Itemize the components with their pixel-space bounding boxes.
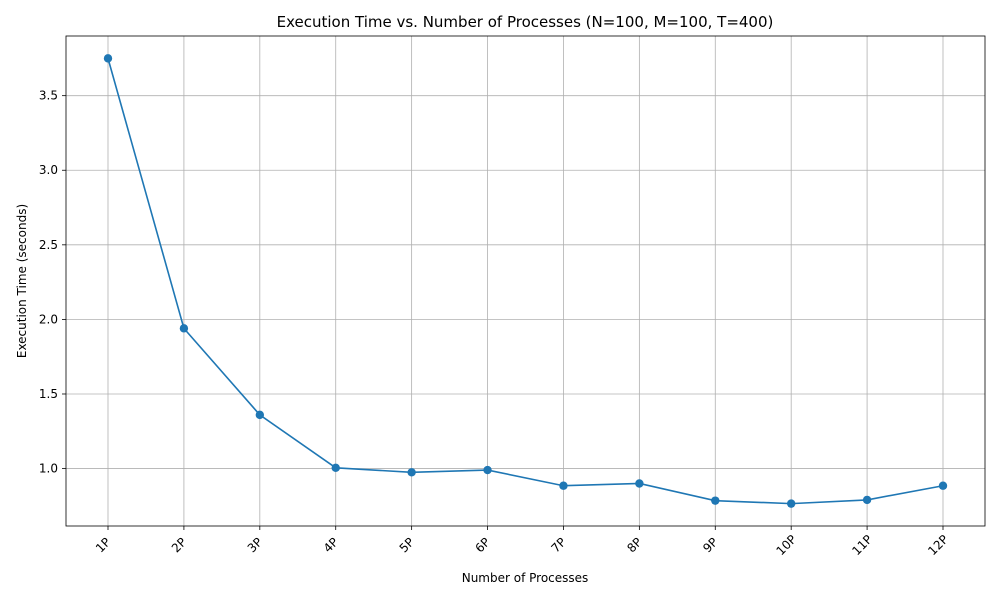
y-tick-label: 1.5 xyxy=(39,387,58,401)
x-axis-label: Number of Processes xyxy=(462,571,589,585)
y-axis-label: Execution Time (seconds) xyxy=(15,204,29,358)
x-tick-label: 6P xyxy=(473,535,493,555)
x-tick-label: 2P xyxy=(169,535,189,555)
x-ticks: 1P 2P 3P 4P 5P 6P 7P 8P 9P 10P 11P 12P xyxy=(93,526,951,558)
x-tick-label: 8P xyxy=(624,535,644,555)
x-tick-label: 1P xyxy=(93,535,113,555)
plot-area-frame xyxy=(65,35,986,527)
data-point-12P xyxy=(938,481,948,490)
x-tick-label: 12P xyxy=(925,532,951,558)
data-point-3P xyxy=(255,410,265,420)
x-tick-label: 7P xyxy=(548,535,568,555)
data-point-8P xyxy=(635,479,644,488)
y-ticks: 1.0 1.5 2.0 2.5 3.0 3.5 xyxy=(39,89,66,476)
x-tick-label: 11P xyxy=(849,532,875,558)
x-tick-label: 5P xyxy=(397,535,417,555)
data-point-5P xyxy=(407,468,416,477)
grid-lines xyxy=(66,36,985,526)
x-tick-label: 10P xyxy=(773,532,799,558)
x-tick-label: 4P xyxy=(321,535,341,555)
data-point-2P xyxy=(179,324,189,333)
y-tick-label: 3.0 xyxy=(39,163,58,177)
data-point-1P xyxy=(103,54,113,63)
y-tick-label: 2.5 xyxy=(39,238,58,252)
y-tick-label: 3.5 xyxy=(39,89,58,103)
data-point-7P xyxy=(559,481,568,490)
series-line xyxy=(107,58,944,505)
data-point-9P xyxy=(711,496,720,505)
x-tick-label: 9P xyxy=(700,535,720,555)
y-tick-label: 1.0 xyxy=(39,462,58,476)
data-point-4P xyxy=(331,463,340,473)
series-line-layer xyxy=(107,58,944,505)
data-point-6P xyxy=(483,465,492,475)
y-tick-label: 2.0 xyxy=(39,312,58,326)
x-tick-label: 3P xyxy=(245,535,265,555)
data-points xyxy=(103,54,948,508)
data-point-11P xyxy=(862,495,872,505)
chart-title: Execution Time vs. Number of Processes (… xyxy=(277,13,774,31)
data-point-10P xyxy=(786,499,796,508)
